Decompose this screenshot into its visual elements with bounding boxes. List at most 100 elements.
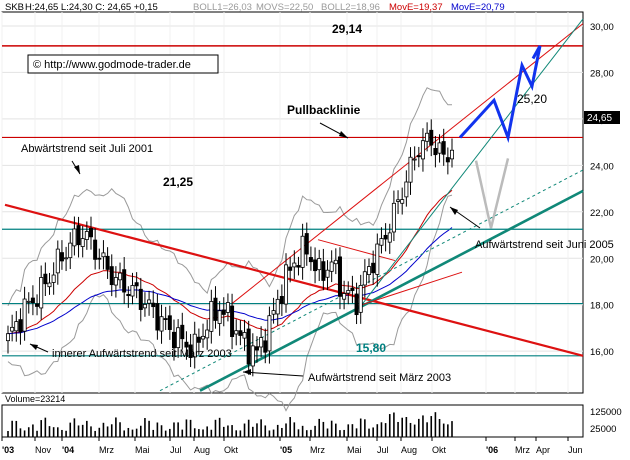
volume-bars (7, 412, 453, 437)
candle-body (292, 262, 297, 268)
candle-body (196, 336, 201, 343)
x-tick-label: Okt (224, 445, 239, 455)
candle-body (300, 235, 305, 268)
header-boll2: BOLL2=18,96 (321, 2, 380, 13)
candle-body (420, 140, 425, 160)
x-tick-label: Jun (568, 445, 583, 455)
candle-body (134, 282, 139, 287)
candle-body (284, 264, 289, 305)
candle-body (263, 340, 268, 353)
x-tick-label: Mrz (99, 445, 114, 455)
candle-body (192, 333, 197, 358)
candle-body (246, 328, 251, 365)
candle-body (142, 303, 147, 309)
ema-blue (7, 227, 453, 335)
level-label-25-20: 25,20 (517, 92, 547, 106)
candle-body (391, 202, 396, 233)
current-price-tag (584, 111, 620, 124)
candle-body (39, 277, 44, 309)
candle-body (68, 242, 73, 259)
candle-body (72, 228, 77, 247)
grid (1, 12, 583, 393)
annotation-uptrend-march2003: Aufwärtstrend seit März 2003 (308, 372, 451, 384)
candle-body (22, 298, 27, 332)
arrowhead-pullbacklinie (339, 131, 348, 138)
x-tick-label: '03 (2, 445, 14, 455)
forecast-blue-path (458, 45, 542, 143)
y-tick-label: 22,00 (590, 208, 614, 219)
forecast-grey-path (474, 158, 510, 229)
candle-body (88, 227, 93, 238)
candle-body (217, 310, 222, 324)
candle-body (321, 261, 326, 281)
x-tick-label: '06 (486, 445, 498, 455)
header-movs: MOVS=22,50 (256, 2, 313, 13)
channel-upper-teal (359, 18, 584, 308)
candle-body (80, 238, 85, 247)
candle-body (449, 149, 454, 160)
header-move1: MovE=19,37 (389, 2, 443, 13)
candle-body (238, 330, 243, 336)
header-quote: H:24,65 L:24,30 C: 24,65 +0,15 (25, 2, 158, 13)
level-label-15-80: 15,80 (356, 341, 386, 355)
candle-body (151, 302, 156, 308)
candle-body (362, 271, 367, 286)
y-axis: 16,0018,0020,0022,0024,0026,0028,0030,00… (590, 22, 622, 435)
bollinger-lower (7, 194, 453, 412)
candle-body (93, 239, 98, 260)
candle-body (126, 293, 131, 297)
candle-body (209, 301, 214, 332)
x-tick-label: Mrz (310, 445, 325, 455)
candle-body (14, 321, 19, 332)
candle-body (371, 262, 376, 274)
candle-body (43, 273, 48, 285)
candle-body (184, 341, 189, 348)
y-tick-label: 30,00 (590, 22, 614, 33)
y-tick-label: 24,00 (590, 161, 614, 172)
candle-body (387, 232, 392, 243)
candle-body (221, 309, 226, 315)
candle-body (159, 316, 164, 332)
candle-body (180, 324, 185, 340)
x-tick-label: Apr (536, 445, 550, 455)
candle-body (313, 259, 318, 272)
candle-body (445, 157, 450, 163)
red-ema-extension (354, 271, 463, 308)
candle-body (375, 243, 380, 275)
candle-body (155, 303, 160, 331)
annotation-uptrend-june2005-line1: Aufwärtstrend seit Juni 2005 (475, 239, 614, 251)
candle-body (425, 132, 430, 142)
candle-body (308, 257, 313, 263)
uptrend-june2005-text: Aufwärtstrend seit Juni 2005 (475, 239, 614, 251)
candle-body (59, 252, 64, 262)
candle-body (51, 274, 56, 283)
candle-body (113, 277, 118, 286)
volume-tick-label: 125000 (590, 407, 622, 418)
candle-body (250, 345, 255, 367)
candle-body (408, 156, 413, 183)
candle-body (329, 261, 334, 272)
candle-body (138, 288, 143, 310)
candle-body (358, 284, 363, 313)
candle-body (26, 300, 31, 303)
arrowhead-uptrend-june2005 (450, 207, 458, 215)
candle-body (342, 293, 347, 300)
x-axis: '03 Nov '04 Mrz Mai Jul Aug Okt '05 Mrz Mai Jul Aug O… (1, 437, 583, 455)
annotation-inner-uptrend: innerer Aufwärtstrend seit März 2003 (52, 348, 232, 360)
candle-body (437, 142, 442, 154)
header-boll1: BOLL1=26,03 (193, 2, 252, 13)
candle-body (109, 266, 114, 286)
arrowhead-inner-uptrend (30, 344, 38, 350)
y-tick-label: 28,00 (590, 68, 614, 79)
candle-body (230, 305, 235, 337)
candle-body (47, 282, 52, 288)
forecast-paths (458, 45, 542, 229)
candle-body (433, 148, 438, 156)
candle-body (354, 293, 359, 316)
candle-body (225, 302, 230, 313)
candle-body (105, 255, 110, 270)
pullback-local-line (317, 239, 396, 262)
candle-body (396, 199, 401, 202)
annotation-downtrend: Abwärtstrend seit Juli 2001 (21, 143, 153, 155)
